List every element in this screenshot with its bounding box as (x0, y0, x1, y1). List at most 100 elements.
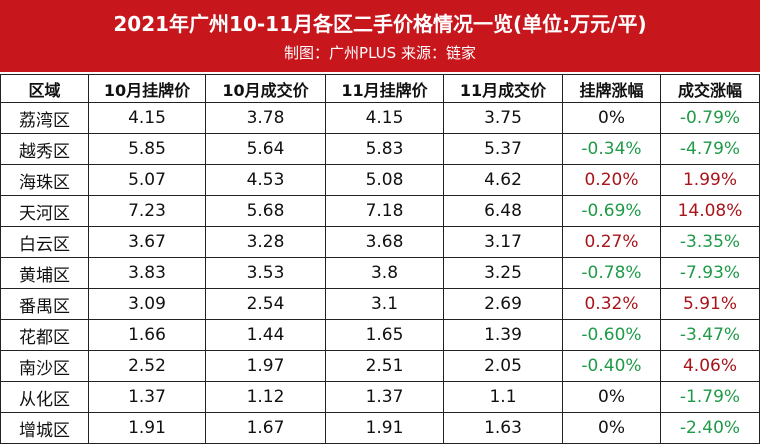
value-cell: -3.47% (660, 319, 760, 351)
region-cell: 海珠区 (0, 164, 89, 196)
value-cell: 0% (562, 102, 661, 134)
table-row: 番禺区 3.09 2.54 3.1 2.69 0.32% 5.91% (0, 288, 760, 320)
value-cell: 3.25 (443, 257, 563, 289)
value-cell: 5.07 (88, 164, 206, 196)
value-cell: 5.37 (443, 133, 563, 165)
table-row: 增城区 1.91 1.67 1.91 1.63 0% -2.40% (0, 412, 760, 444)
column-header: 11月成交价 (443, 74, 563, 103)
value-cell: 3.17 (443, 226, 563, 258)
column-header: 挂牌涨幅 (562, 74, 661, 103)
table-row: 从化区 1.37 1.12 1.37 1.1 0% -1.79% (0, 381, 760, 413)
value-cell: 3.75 (443, 102, 563, 134)
value-cell: -0.79% (660, 102, 760, 134)
table-row: 白云区 3.67 3.28 3.68 3.17 0.27% -3.35% (0, 226, 760, 258)
value-cell: 0.32% (562, 288, 661, 320)
value-cell: 1.99% (660, 164, 760, 196)
value-cell: -2.40% (660, 412, 760, 444)
table-row: 天河区 7.23 5.68 7.18 6.48 -0.69% 14.08% (0, 195, 760, 227)
table-row: 海珠区 5.07 4.53 5.08 4.62 0.20% 1.99% (0, 164, 760, 196)
value-cell: 1.66 (88, 319, 206, 351)
region-cell: 增城区 (0, 412, 89, 444)
region-cell: 越秀区 (0, 133, 89, 165)
region-cell: 荔湾区 (0, 102, 89, 134)
value-cell: 5.83 (325, 133, 444, 165)
column-header: 区域 (0, 74, 89, 103)
table-body: 荔湾区 4.15 3.78 4.15 3.75 0% -0.79% 越秀区 5.85 5.64 5.… (0, 102, 760, 444)
header: 2021年广州10-11月各区二手价格情况一览(单位:万元/平) 制图：广州PL… (0, 0, 760, 72)
table-row: 荔湾区 4.15 3.78 4.15 3.75 0% -0.79% (0, 102, 760, 134)
value-cell: 1.67 (205, 412, 326, 444)
table-row: 越秀区 5.85 5.64 5.83 5.37 -0.34% -4.79% (0, 133, 760, 165)
value-cell: 4.62 (443, 164, 563, 196)
value-cell: 0.27% (562, 226, 661, 258)
value-cell: 7.18 (325, 195, 444, 227)
value-cell: 2.52 (88, 350, 206, 382)
column-header: 11月挂牌价 (325, 74, 444, 103)
title: 2021年广州10-11月各区二手价格情况一览(单位:万元/平) (113, 12, 647, 36)
value-cell: 1.39 (443, 319, 563, 351)
value-cell: -0.34% (562, 133, 661, 165)
value-cell: -3.35% (660, 226, 760, 258)
column-header: 10月成交价 (205, 74, 326, 103)
value-cell: 5.08 (325, 164, 444, 196)
region-cell: 从化区 (0, 381, 89, 413)
value-cell: 3.8 (325, 257, 444, 289)
value-cell: 6.48 (443, 195, 563, 227)
value-cell: -0.60% (562, 319, 661, 351)
value-cell: 14.08% (660, 195, 760, 227)
value-cell: 3.67 (88, 226, 206, 258)
value-cell: -1.79% (660, 381, 760, 413)
price-table: 区域 10月挂牌价 10月成交价 11月挂牌价 11月成交价 挂牌涨幅 成交涨幅 荔湾区 4.… (0, 74, 760, 444)
region-cell: 黄埔区 (0, 257, 89, 289)
value-cell: 3.09 (88, 288, 206, 320)
value-cell: 1.91 (325, 412, 444, 444)
value-cell: 4.15 (325, 102, 444, 134)
value-cell: 1.65 (325, 319, 444, 351)
value-cell: -7.93% (660, 257, 760, 289)
value-cell: 3.1 (325, 288, 444, 320)
value-cell: 2.54 (205, 288, 326, 320)
value-cell: 0% (562, 412, 661, 444)
value-cell: 1.44 (205, 319, 326, 351)
value-cell: 5.68 (205, 195, 326, 227)
region-cell: 花都区 (0, 319, 89, 351)
value-cell: 1.1 (443, 381, 563, 413)
value-cell: 5.91% (660, 288, 760, 320)
value-cell: -0.69% (562, 195, 661, 227)
value-cell: 4.06% (660, 350, 760, 382)
value-cell: 0% (562, 381, 661, 413)
subtitle: 制图：广州PLUS 来源：链家 (284, 44, 476, 62)
value-cell: 0.20% (562, 164, 661, 196)
value-cell: -4.79% (660, 133, 760, 165)
region-cell: 番禺区 (0, 288, 89, 320)
value-cell: 7.23 (88, 195, 206, 227)
value-cell: 2.51 (325, 350, 444, 382)
value-cell: 3.83 (88, 257, 206, 289)
header-row: 区域 10月挂牌价 10月成交价 11月挂牌价 11月成交价 挂牌涨幅 成交涨幅 (0, 74, 760, 103)
value-cell: 4.15 (88, 102, 206, 134)
value-cell: 1.37 (88, 381, 206, 413)
value-cell: 1.97 (205, 350, 326, 382)
value-cell: 1.63 (443, 412, 563, 444)
value-cell: 3.68 (325, 226, 444, 258)
value-cell: 2.69 (443, 288, 563, 320)
value-cell: 3.28 (205, 226, 326, 258)
table-row: 花都区 1.66 1.44 1.65 1.39 -0.60% -3.47% (0, 319, 760, 351)
value-cell: 5.85 (88, 133, 206, 165)
region-cell: 天河区 (0, 195, 89, 227)
table-row: 黄埔区 3.83 3.53 3.8 3.25 -0.78% -7.93% (0, 257, 760, 289)
column-header: 成交涨幅 (660, 74, 760, 103)
value-cell: -0.40% (562, 350, 661, 382)
value-cell: 5.64 (205, 133, 326, 165)
column-header: 10月挂牌价 (88, 74, 206, 103)
value-cell: 1.12 (205, 381, 326, 413)
value-cell: 4.53 (205, 164, 326, 196)
value-cell: 1.91 (88, 412, 206, 444)
value-cell: 2.05 (443, 350, 563, 382)
region-cell: 南沙区 (0, 350, 89, 382)
value-cell: 1.37 (325, 381, 444, 413)
value-cell: 3.53 (205, 257, 326, 289)
value-cell: 3.78 (205, 102, 326, 134)
region-cell: 白云区 (0, 226, 89, 258)
table-row: 南沙区 2.52 1.97 2.51 2.05 -0.40% 4.06% (0, 350, 760, 382)
